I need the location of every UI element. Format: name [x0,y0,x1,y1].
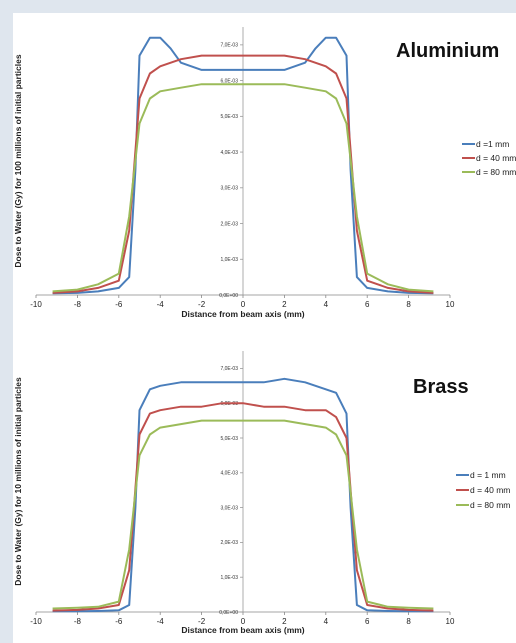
x-tick-label: -4 [157,300,165,309]
y-axis-title: Dose to Water (Gy) for 100 millions of i… [13,54,23,267]
x-tick-label: -10 [30,300,42,309]
series-line-2 [52,54,434,294]
x-axis-title: Distance from beam axis (mm) [181,309,304,319]
x-tick-label: -8 [74,300,82,309]
aluminium-chart: -10 -8 -6 -4 -2 0 2 4 6 8 10 0,0E+00 1,0E-03 2,0E-03 3… [13,13,516,333]
x-tick-label: -4 [157,617,165,626]
x-tick-label: 10 [446,300,455,309]
y-tick-label: 4,0E-03 [220,150,238,156]
x-tick-label: -6 [115,617,123,626]
x-tick-label: 8 [406,617,411,626]
series-line-1 [52,36,434,295]
y-tick-label: 2,0E-03 [220,540,238,546]
x-tick-label: 0 [241,617,246,626]
x-tick-label: 0 [241,300,246,309]
y-tick-label: 7,0E-03 [220,366,238,372]
series-line-3 [52,419,434,610]
x-tick-label: 4 [324,300,329,309]
chart-title: Aluminium [396,40,499,62]
brass-chart: -10 -8 -6 -4 -2 0 2 4 6 8 10 0,0E+00 1,0E-03 2,0E-03 3… [13,336,516,643]
x-tick-label: -10 [30,617,42,626]
y-tick-label: 0,0E+00 [219,293,238,299]
y-tick-label: 4,0E-03 [220,471,238,477]
y-tick-label: 1,0E-03 [220,257,238,263]
x-tick-label: -6 [115,300,123,309]
series-line-3 [52,83,434,293]
legend-label-1: d =1 mm [476,139,509,149]
aluminium-chart-svg: -10 -8 -6 -4 -2 0 2 4 6 8 10 0,0E+00 1,0E-03 2,0E-03 3… [13,27,516,319]
y-tick-label: 7,0E-03 [220,43,238,49]
y-tick-label: 0,0E+00 [219,610,238,616]
series-line-1 [52,377,434,613]
legend-label-1: d = 1 mm [470,470,506,480]
legend-label-3: d = 80 mm [470,500,510,510]
y-tick-label: 3,0E-03 [220,505,238,511]
legend-label-2: d = 40 mm [476,153,516,163]
brass-chart-svg: -10 -8 -6 -4 -2 0 2 4 6 8 10 0,0E+00 1,0E-03 2,0E-03 3… [13,351,510,635]
legend-label-2: d = 40 mm [470,485,510,495]
x-tick-label: 2 [282,617,287,626]
y-tick-label: 5,0E-03 [220,114,238,120]
x-tick-label: 6 [365,617,370,626]
x-tick-label: 6 [365,300,370,309]
y-tick-label: 1,0E-03 [220,575,238,581]
x-tick-label: 8 [406,300,411,309]
y-tick-label: 5,0E-03 [220,436,238,442]
figure: -10 -8 -6 -4 -2 0 2 4 6 8 10 0,0E+00 1,0E-03 2,0E-03 3… [13,13,516,643]
legend-label-3: d = 80 mm [476,167,516,177]
x-tick-label: -2 [198,617,206,626]
x-tick-label: -8 [74,617,82,626]
chart-title: Brass [413,376,469,398]
x-axis-title: Distance from beam axis (mm) [181,625,304,635]
x-tick-label: 4 [324,617,329,626]
y-axis-title: Dose to Water (Gy) for 10 millions of in… [13,377,23,586]
y-tick-label: 6,0E-03 [220,78,238,84]
x-tick-label: -2 [198,300,206,309]
y-tick-label: 2,0E-03 [220,221,238,227]
y-tick-label: 3,0E-03 [220,186,238,192]
x-tick-label: 2 [282,300,287,309]
x-tick-label: 10 [446,617,455,626]
series-line-2 [52,402,434,612]
